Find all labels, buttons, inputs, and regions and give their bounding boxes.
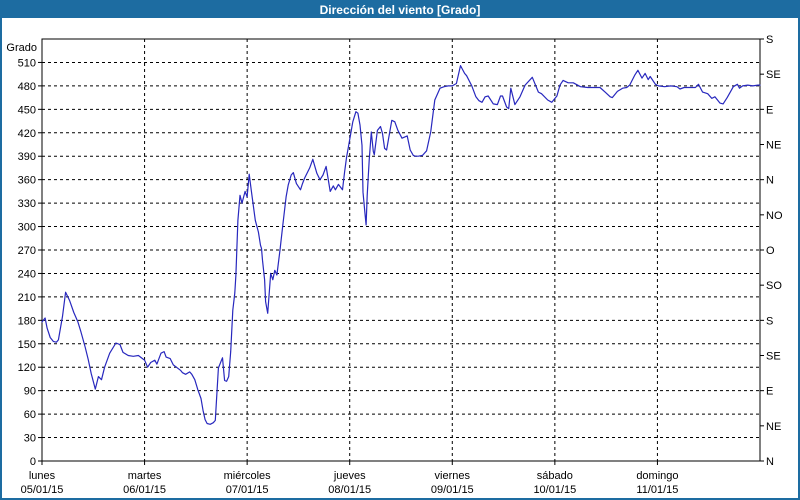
y-axis-left-tick-label: 150 (18, 339, 36, 351)
y-axis-right-tick-label: SO (766, 280, 782, 292)
window-title: Dirección del viento [Grado] (319, 3, 481, 17)
y-axis-right-tick-label: N (766, 456, 774, 468)
y-axis-left-tick-label: 210 (18, 292, 36, 304)
grid-lines (42, 39, 760, 461)
y-axis-left-tick-label: 90 (24, 386, 36, 398)
y-axis-right-tick-label: NE (766, 140, 781, 152)
y-axis-left-tick-label: 330 (18, 198, 36, 210)
wind-direction-chart: 0 30 60 90 120 150 180 210 240 270 300 330 360 390 420… (6, 34, 783, 496)
y-axis-right-tick-label: SE (766, 351, 781, 363)
y-axis-left-tick-label: 30 (24, 433, 36, 445)
wind-direction-line (41, 64, 761, 425)
y-axis-left-tick-label: 120 (18, 362, 36, 374)
x-axis-day-label: martes (128, 470, 162, 482)
y-axis-left-tick-label: 390 (18, 151, 36, 163)
x-axis-date-label: 07/01/15 (226, 484, 269, 496)
y-axis-left-tick-label: 480 (18, 81, 36, 93)
y-axis-left-tick-label: 420 (18, 128, 36, 140)
x-axis-day-label: domingo (636, 470, 678, 482)
y-axis-right-tick-label: SE (766, 69, 781, 81)
x-axis-date-label: 10/01/15 (533, 484, 576, 496)
y-axis-right-tick-label: E (766, 386, 773, 398)
y-axis-left-tick-label: 360 (18, 175, 36, 187)
y-axis-right-tick-label: S (766, 315, 773, 327)
x-axis-day-label: jueves (333, 470, 366, 482)
x-axis-date-label: 08/01/15 (328, 484, 371, 496)
x-axis-date-label: 05/01/15 (21, 484, 64, 496)
y-axis-right-tick-label: E (766, 104, 773, 116)
data-series (41, 64, 761, 425)
x-axis-day-label: viernes (435, 470, 471, 482)
y-axis-right-tick-label: NO (766, 210, 783, 222)
x-axis-date-label: 06/01/15 (123, 484, 166, 496)
x-axis-day-label: sábado (537, 470, 573, 482)
y-axis-right-tick-label: N (766, 175, 774, 187)
y-axis-right-tick-label: O (766, 245, 775, 257)
y-axis-left-tick-label: 0 (30, 456, 36, 468)
window-title-bar: Dirección del viento [Grado] (2, 2, 798, 18)
y-axis-left-tick-label: 510 (18, 57, 36, 69)
y-axis-left-tick-label: 240 (18, 268, 36, 280)
y-axis-title: Grado (6, 42, 37, 54)
axis-labels: 0 30 60 90 120 150 180 210 240 270 300 330 360 390 420… (6, 34, 783, 496)
x-axis-date-label: 09/01/15 (431, 484, 474, 496)
chart-area: 0 30 60 90 120 150 180 210 240 270 300 330 360 390 420… (2, 18, 798, 498)
x-axis-date-label: 11/01/15 (636, 484, 678, 496)
y-axis-right-tick-label: S (766, 34, 773, 46)
y-axis-left-tick-label: 270 (18, 245, 36, 257)
y-axis-left-tick-label: 450 (18, 104, 36, 116)
y-axis-left-tick-label: 180 (18, 315, 36, 327)
x-axis-day-label: miércoles (224, 470, 272, 482)
axes (38, 38, 764, 465)
y-axis-right-tick-label: NE (766, 421, 781, 433)
y-axis-left-tick-label: 300 (18, 222, 36, 234)
y-axis-left-tick-label: 60 (24, 409, 36, 421)
x-axis-day-label: lunes (29, 470, 56, 482)
